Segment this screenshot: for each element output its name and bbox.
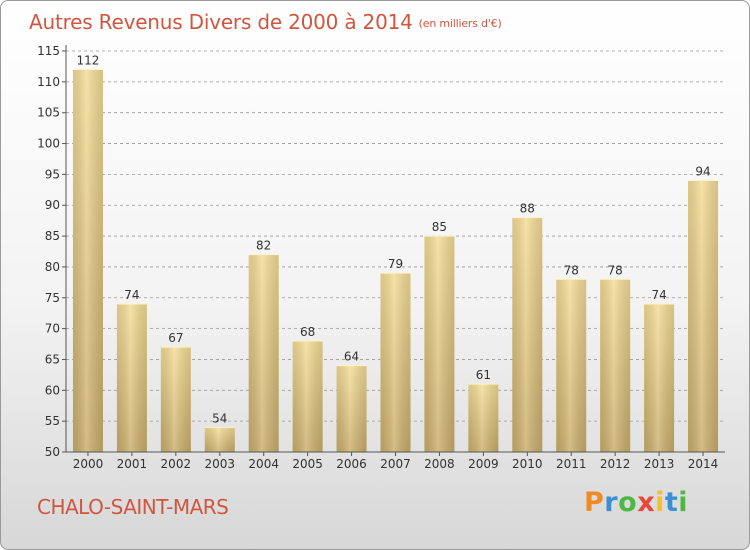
y-tick-label: 100 — [37, 137, 60, 151]
logo-letter: i — [655, 487, 665, 518]
data-label: 82 — [256, 239, 271, 253]
y-tick-label: 50 — [45, 445, 60, 459]
bars: 112 74 67 54 82 68 64 79 85 61 88 78 78 74 94 — [72, 54, 719, 453]
proxiti-logo: Proxiti — [584, 487, 688, 518]
x-tick-label: 2003 — [204, 457, 235, 471]
x-tick-label: 2000 — [73, 457, 104, 471]
bar-shade — [72, 69, 103, 452]
x-tick-label: 2008 — [424, 457, 455, 471]
data-label: 78 — [608, 263, 623, 277]
bar-shade — [380, 273, 411, 452]
logo-letter: r — [604, 487, 619, 518]
bar-shade — [512, 217, 543, 452]
y-tick-label: 75 — [45, 291, 60, 305]
bar-shade — [468, 384, 499, 452]
y-tick-label: 85 — [45, 229, 60, 243]
x-tick-label: 2001 — [117, 457, 148, 471]
data-label: 78 — [564, 263, 579, 277]
data-label: 79 — [388, 257, 403, 271]
x-tick-label: 2012 — [600, 457, 631, 471]
x-tick-label: 2006 — [336, 457, 367, 471]
bar-shade — [644, 303, 675, 452]
axes: 50 55 60 65 70 75 80 85 90 95 100 105 110 115 2000 2001… — [37, 44, 725, 471]
data-label: 85 — [432, 220, 447, 234]
x-tick-label: 2005 — [292, 457, 323, 471]
bar-shade — [160, 347, 191, 452]
logo-letter: P — [584, 487, 605, 518]
bar-shade — [556, 279, 587, 452]
title-unit: (en milliers d'€) — [418, 17, 502, 30]
data-label: 67 — [168, 331, 183, 345]
title-text: Autres Revenus Divers de 2000 à 2014 — [29, 10, 413, 34]
x-tick-label: 2010 — [512, 457, 543, 471]
bar-shade — [248, 254, 279, 452]
x-tick-label: 2009 — [468, 457, 499, 471]
logo-letter: x — [637, 487, 656, 518]
bar-shade — [336, 365, 367, 452]
data-label: 61 — [476, 368, 491, 382]
y-tick-label: 105 — [37, 106, 60, 120]
x-tick-label: 2004 — [248, 457, 279, 471]
bar-shade — [688, 180, 719, 453]
y-tick-label: 65 — [45, 352, 60, 366]
y-tick-label: 80 — [45, 260, 60, 274]
bar-shade — [116, 303, 147, 452]
bar-shade — [204, 427, 235, 452]
data-label: 64 — [344, 350, 359, 364]
bar-shade — [600, 279, 631, 452]
data-label: 68 — [300, 325, 315, 339]
logo-letter: i — [678, 487, 689, 518]
x-tick-label: 2014 — [688, 457, 719, 471]
y-tick-label: 110 — [37, 75, 60, 89]
y-tick-label: 60 — [45, 383, 60, 397]
y-tick-label: 70 — [45, 322, 60, 336]
location-name: CHALO-SAINT-MARS — [37, 495, 229, 519]
x-tick-label: 2002 — [161, 457, 192, 471]
data-label: 74 — [651, 288, 666, 302]
logo-letter: o — [618, 487, 638, 518]
y-tick-label: 55 — [45, 414, 60, 428]
x-tick-label: 2013 — [644, 457, 675, 471]
bar-shade — [292, 340, 323, 452]
y-tick-label: 95 — [45, 167, 60, 181]
data-label: 112 — [77, 54, 100, 68]
data-label: 74 — [124, 288, 139, 302]
bar-shade — [424, 236, 455, 452]
data-label: 88 — [520, 202, 535, 216]
y-tick-label: 90 — [45, 198, 60, 212]
x-tick-label: 2007 — [380, 457, 411, 471]
chart-title: Autres Revenus Divers de 2000 à 2014 (en … — [29, 10, 502, 34]
y-tick-label: 115 — [37, 44, 60, 58]
data-label: 54 — [212, 411, 227, 425]
data-label: 94 — [695, 165, 710, 179]
logo-letter: t — [664, 487, 679, 518]
x-tick-label: 2011 — [556, 457, 587, 471]
